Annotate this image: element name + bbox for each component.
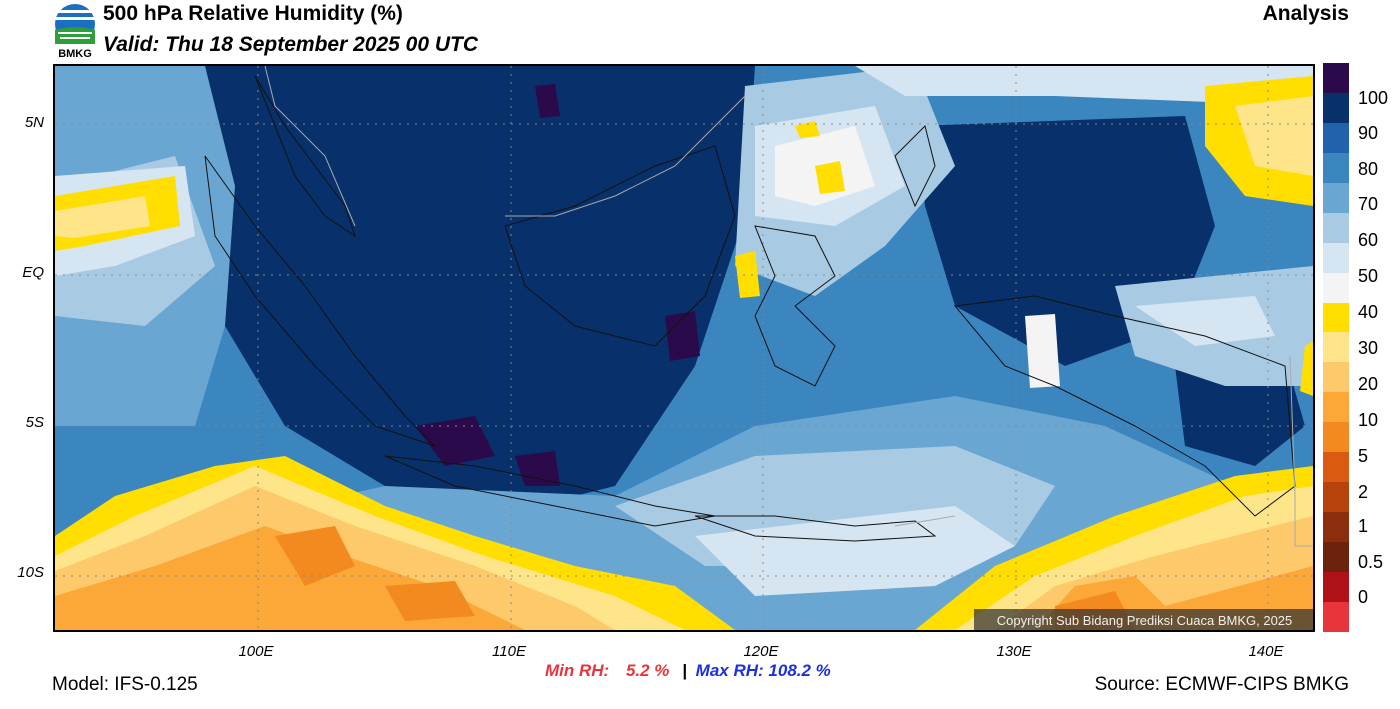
stats-separator: |	[682, 661, 687, 680]
source-label: Source: ECMWF-CIPS BMKG	[1094, 674, 1349, 695]
colorbar-label: 20	[1358, 374, 1379, 394]
colorbar-swatch	[1323, 332, 1349, 363]
valid-time: Valid: Thu 18 September 2025 00 UTC	[103, 33, 479, 56]
lon-label-140e: 140E	[1248, 643, 1284, 660]
colorbar-swatch	[1323, 122, 1349, 153]
colorbar-label: 0	[1358, 587, 1369, 607]
lon-label-130e: 130E	[996, 643, 1032, 660]
colorbar-label: 5	[1358, 446, 1369, 466]
colorbar-swatch	[1323, 182, 1349, 213]
copyright-notice: Copyright Sub Bidang Prediksi Cuaca BMKG…	[974, 609, 1313, 630]
colorbar-swatch	[1323, 362, 1349, 393]
colorbar-swatch	[1323, 601, 1349, 632]
colorbar-swatch	[1323, 452, 1349, 483]
colorbar-swatch	[1323, 392, 1349, 423]
lon-label-120e: 120E	[743, 643, 779, 660]
colorbar-swatch	[1323, 63, 1349, 93]
lat-label-5s: 5S	[25, 414, 44, 431]
model-label: Model: IFS-0.125	[52, 674, 198, 695]
colorbar-swatch	[1323, 152, 1349, 183]
colorbar-swatch	[1323, 512, 1349, 542]
rh-stats: Min RH: 5.2 % | Max RH: 108.2 %	[545, 661, 831, 681]
colorbar-swatch	[1323, 242, 1349, 273]
colorbar	[1323, 63, 1349, 632]
colorbar-label: 80	[1358, 159, 1379, 179]
colorbar-label: 10	[1358, 410, 1379, 430]
humidity-map: Copyright Sub Bidang Prediksi Cuaca BMKG…	[53, 64, 1315, 632]
colorbar-swatch	[1323, 302, 1349, 333]
colorbar-swatch	[1323, 422, 1349, 453]
colorbar-swatch	[1323, 542, 1349, 572]
colorbar-label: 70	[1358, 194, 1379, 214]
colorbar-swatch	[1323, 571, 1349, 602]
colorbar-label: 50	[1358, 266, 1379, 286]
humidity-field	[55, 66, 1313, 630]
lat-label-eq: EQ	[22, 264, 44, 281]
min-rh-value: 5.2 %	[625, 661, 670, 680]
colorbar-swatch	[1323, 482, 1349, 513]
colorbar-label: 100	[1358, 88, 1389, 108]
colorbar-swatch	[1323, 272, 1349, 303]
lon-label-110e: 110E	[492, 643, 526, 660]
svg-text:BMKG: BMKG	[58, 48, 92, 60]
lat-label-5n: 5N	[24, 114, 44, 131]
colorbar-swatch	[1323, 92, 1349, 123]
lon-label-100e: 100E	[238, 643, 274, 660]
max-rh-label: Max RH:	[695, 661, 764, 680]
colorbar-label: 2	[1358, 482, 1369, 502]
colorbar-label: 1	[1358, 516, 1369, 536]
map-title: 500 hPa Relative Humidity (%)	[103, 2, 403, 25]
colorbar-label: 0.5	[1358, 552, 1384, 572]
colorbar-label: 60	[1358, 230, 1379, 250]
lat-label-10s: 10S	[17, 564, 44, 581]
min-rh-label: Min RH:	[545, 661, 610, 680]
max-rh-value: 108.2 %	[768, 661, 831, 680]
colorbar-label: 90	[1358, 123, 1379, 143]
bmkg-logo: BMKG	[55, 4, 95, 60]
colorbar-label: 30	[1358, 338, 1379, 358]
colorbar-swatch	[1323, 212, 1349, 243]
colorbar-label: 40	[1358, 302, 1379, 322]
analysis-label: Analysis	[1262, 2, 1349, 25]
